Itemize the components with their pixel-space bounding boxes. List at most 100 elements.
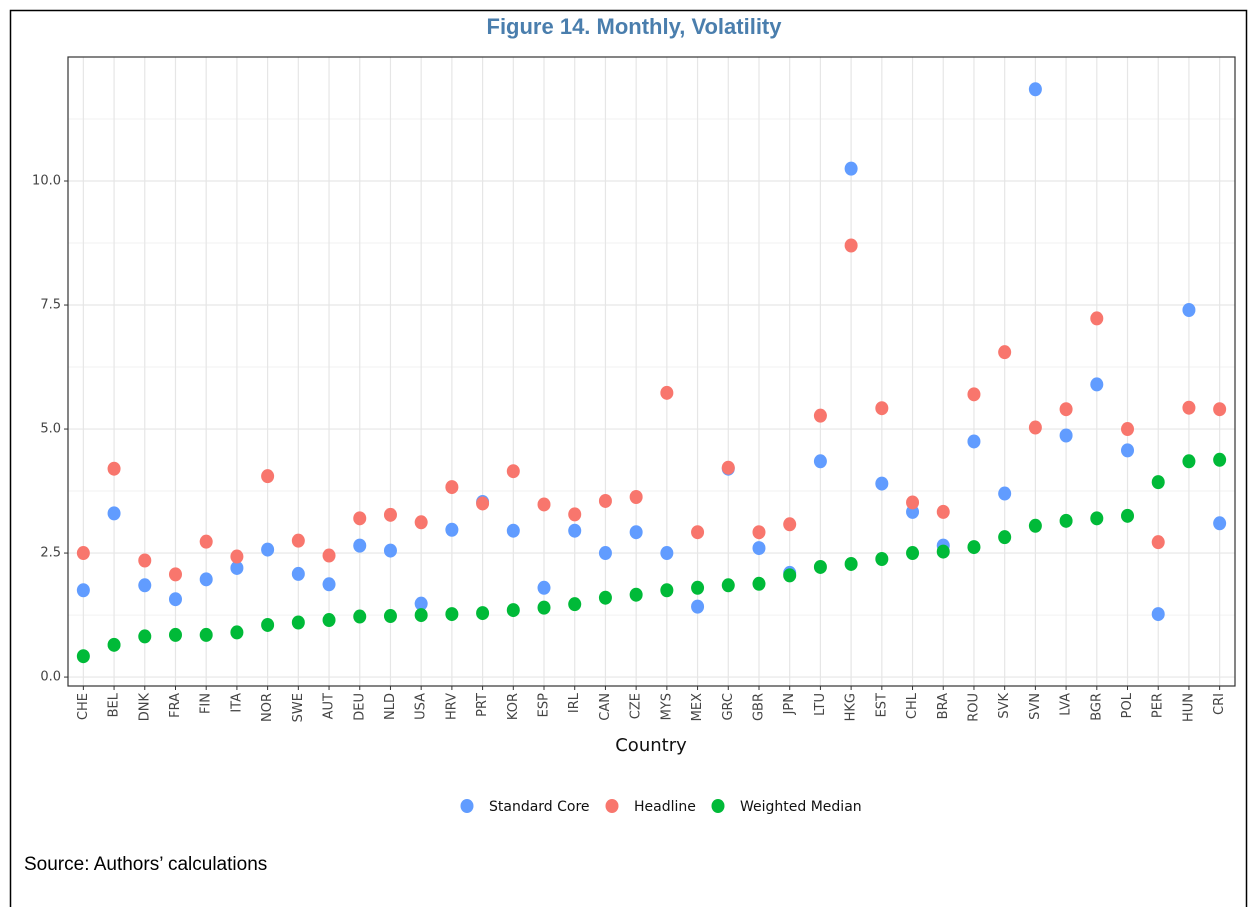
dot <box>199 627 213 642</box>
dot <box>1213 402 1227 417</box>
x-tick-label: LVA <box>1059 693 1074 716</box>
dot <box>629 525 643 540</box>
dot <box>1028 518 1042 533</box>
dot <box>568 597 582 612</box>
dot <box>598 590 612 605</box>
dot <box>1090 311 1104 326</box>
y-tick-label: 7.5 <box>40 298 61 313</box>
x-tick-label: FRA <box>168 693 183 718</box>
dot <box>1151 607 1165 622</box>
x-tick-label: USA <box>414 693 429 720</box>
dot <box>1059 402 1073 417</box>
dot <box>752 576 766 591</box>
dot <box>168 592 182 607</box>
x-tick-label: NOR <box>260 693 275 722</box>
x-tick-label: SVK <box>997 693 1012 719</box>
dot <box>906 546 920 561</box>
x-tick-label: BGR <box>1089 693 1104 721</box>
dot <box>107 461 121 476</box>
dot <box>660 546 674 561</box>
dot <box>230 625 244 640</box>
dot <box>76 583 90 598</box>
dot <box>353 538 367 553</box>
x-tick-label: MEX <box>690 693 705 721</box>
x-tick-label: LTU <box>813 693 828 716</box>
legend-label: Standard Core <box>489 799 590 815</box>
x-tick-label: SVN <box>1028 693 1043 720</box>
dot <box>168 627 182 642</box>
dot <box>199 572 213 587</box>
dot <box>875 401 889 416</box>
dot <box>1213 516 1227 531</box>
y-tick-label: 0.0 <box>40 670 61 685</box>
x-tick-label: JPN <box>782 693 797 715</box>
chart-title: Figure 14. Monthly, Volatility <box>487 14 783 39</box>
dot <box>813 559 827 574</box>
dot <box>322 613 336 628</box>
dot <box>476 606 490 621</box>
dot <box>844 556 858 571</box>
plot-border <box>67 56 1236 687</box>
x-tick-label: ROU <box>966 693 981 722</box>
dot <box>998 345 1012 360</box>
x-tick-label: IRL <box>567 692 582 713</box>
dot <box>107 637 121 652</box>
x-tick-label: NLD <box>383 693 398 720</box>
x-tick-label: EST <box>874 693 889 717</box>
legend-marker <box>460 799 474 813</box>
dot <box>752 541 766 556</box>
x-tick-label: ESP <box>537 693 552 717</box>
x-tick-label: SWE <box>291 693 306 722</box>
dot <box>168 567 182 582</box>
x-tick-label: CHL <box>905 692 920 719</box>
dot <box>691 599 705 614</box>
legend-label: Weighted Median <box>740 799 862 815</box>
dot <box>230 560 244 575</box>
dot <box>291 533 305 548</box>
dot <box>322 577 336 592</box>
dot <box>76 546 90 561</box>
dot <box>506 603 520 618</box>
dot <box>261 469 275 484</box>
dot <box>1121 443 1135 458</box>
dot <box>1059 428 1073 443</box>
dot <box>1182 302 1196 317</box>
dot <box>138 578 152 593</box>
x-tick-label: POL <box>1120 692 1135 718</box>
x-tick-label: MYS <box>659 693 674 720</box>
dot <box>721 578 735 593</box>
dot <box>199 534 213 549</box>
dot <box>783 517 797 532</box>
dot <box>353 511 367 526</box>
dot <box>261 542 275 557</box>
x-tick-label: DEU <box>352 693 367 721</box>
source-note: Source: Authors’ calculations <box>24 854 267 875</box>
dot <box>476 496 490 511</box>
dot <box>230 549 244 564</box>
dot <box>1028 82 1042 97</box>
x-tick-label: KOR <box>506 693 521 720</box>
dot <box>537 600 551 615</box>
x-tick-label: GRC <box>721 693 736 721</box>
dot <box>1121 422 1135 437</box>
dot <box>1028 420 1042 435</box>
dot <box>1090 511 1104 526</box>
dot <box>629 490 643 505</box>
dot <box>598 546 612 561</box>
legend-label: Headline <box>634 799 696 815</box>
x-tick-label: FIN <box>199 693 214 714</box>
x-tick-label: DNK <box>137 693 152 722</box>
dot <box>629 587 643 602</box>
dot <box>906 495 920 510</box>
legend-marker <box>711 799 725 813</box>
x-tick-label: HRV <box>444 693 459 720</box>
dot <box>844 238 858 253</box>
dot <box>660 583 674 598</box>
dot <box>844 161 858 176</box>
dot <box>1182 454 1196 469</box>
dot <box>660 385 674 400</box>
dot <box>752 525 766 540</box>
dot <box>261 617 275 632</box>
x-tick-label: BRA <box>936 693 951 719</box>
